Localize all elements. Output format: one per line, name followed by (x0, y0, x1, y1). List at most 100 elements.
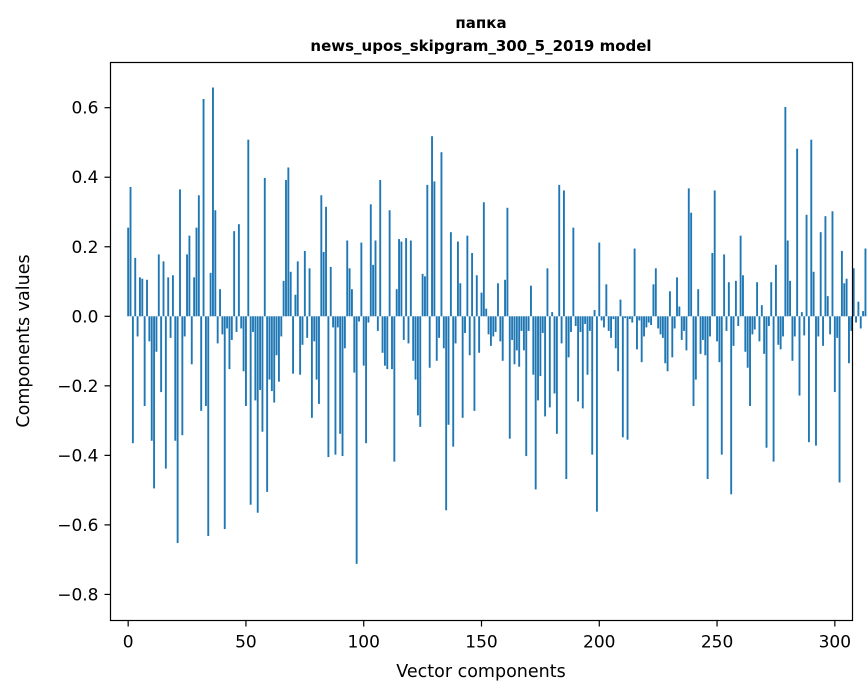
bar-197 (591, 316, 594, 455)
bar-151 (482, 202, 485, 317)
bar-118 (405, 238, 408, 317)
bar-24 (183, 316, 186, 337)
bar-276 (777, 316, 780, 345)
bar-108 (381, 316, 384, 353)
bar-298 (829, 316, 832, 335)
bar-31 (200, 316, 203, 411)
bar-89 (336, 316, 339, 328)
bar-77 (308, 268, 311, 317)
bar-71 (294, 294, 297, 317)
bar-100 (362, 316, 365, 366)
bar-58 (263, 177, 266, 317)
bar-285 (798, 316, 801, 396)
plot-area-frame (109, 61, 854, 622)
bar-182 (555, 316, 558, 434)
bar-234 (678, 306, 681, 317)
bar-205 (610, 316, 612, 338)
bar-258 (734, 280, 737, 317)
bar-50 (245, 316, 247, 406)
bar-109 (383, 316, 386, 366)
bar-309 (855, 316, 857, 323)
bar-101 (365, 316, 368, 444)
bar-117 (402, 316, 405, 340)
bar-115 (398, 239, 400, 317)
bar-164 (513, 316, 516, 365)
bar-211 (624, 316, 627, 319)
bar-299 (831, 211, 834, 317)
bar-148 (475, 275, 478, 317)
bar-99 (360, 242, 363, 317)
bar-204 (607, 316, 610, 331)
bar-88 (334, 316, 337, 455)
bar-83 (322, 251, 325, 317)
bar-26 (188, 235, 191, 317)
bar-160 (504, 279, 506, 317)
bar-80 (315, 316, 318, 380)
y-tick-label-2: −0.4 (57, 446, 98, 466)
bar-247 (709, 316, 711, 337)
x-tick-label-4: 200 (583, 633, 615, 653)
bar-288 (805, 214, 808, 317)
chart-title-line-2: news_upos_skipgram_300_5_2019 model (310, 37, 651, 55)
bar-116 (400, 241, 403, 317)
bar-132 (438, 316, 441, 338)
bar-11 (153, 316, 156, 489)
bar-45 (233, 231, 236, 317)
bar-297 (826, 296, 829, 317)
bar-25 (186, 254, 188, 317)
bar-214 (631, 316, 634, 323)
bar-198 (593, 310, 596, 317)
bar-39 (219, 289, 221, 317)
bar-113 (393, 316, 396, 462)
bar-259 (737, 316, 740, 327)
bar-56 (259, 316, 262, 390)
bar-218 (640, 316, 643, 363)
bar-312 (862, 311, 865, 317)
bar-310 (857, 301, 860, 317)
bar-261 (742, 275, 744, 317)
chart-title-line-1: папка (455, 14, 506, 32)
bar-146 (471, 253, 474, 317)
bar-43 (228, 316, 231, 370)
bar-189 (572, 227, 575, 317)
bar-142 (461, 316, 464, 418)
bar-122 (414, 316, 417, 380)
bar-208 (617, 316, 620, 372)
bar-16 (164, 316, 167, 469)
bar-282 (791, 316, 794, 361)
bar-222 (650, 316, 653, 325)
bar-10 (150, 316, 153, 441)
bar-188 (570, 316, 572, 332)
bar-170 (527, 316, 530, 331)
bar-130 (433, 181, 436, 317)
bar-236 (683, 316, 686, 331)
bar-229 (666, 316, 669, 372)
bar-226 (659, 316, 662, 335)
bar-158 (499, 316, 502, 342)
bar-13 (157, 254, 160, 317)
bar-91 (341, 316, 344, 457)
bar-303 (840, 250, 843, 317)
bar-154 (489, 316, 492, 346)
bar-223 (652, 284, 655, 317)
bar-238 (687, 188, 690, 317)
bar-250 (716, 316, 718, 342)
bar-159 (501, 316, 504, 361)
bar-136 (447, 316, 450, 425)
bar-155 (492, 316, 495, 337)
bar-257 (732, 316, 735, 346)
bar-144 (466, 235, 469, 317)
bar-294 (819, 232, 822, 317)
bar-180 (551, 312, 554, 317)
bar-135 (445, 316, 448, 511)
bar-7 (143, 316, 146, 406)
bar-series (127, 87, 867, 564)
bar-93 (346, 240, 349, 317)
bar-245 (704, 316, 707, 356)
bar-74 (301, 316, 304, 345)
bar-19 (171, 275, 174, 317)
bar-90 (339, 316, 342, 434)
bar-114 (395, 289, 398, 317)
bar-251 (718, 316, 721, 363)
bar-224 (654, 268, 657, 317)
